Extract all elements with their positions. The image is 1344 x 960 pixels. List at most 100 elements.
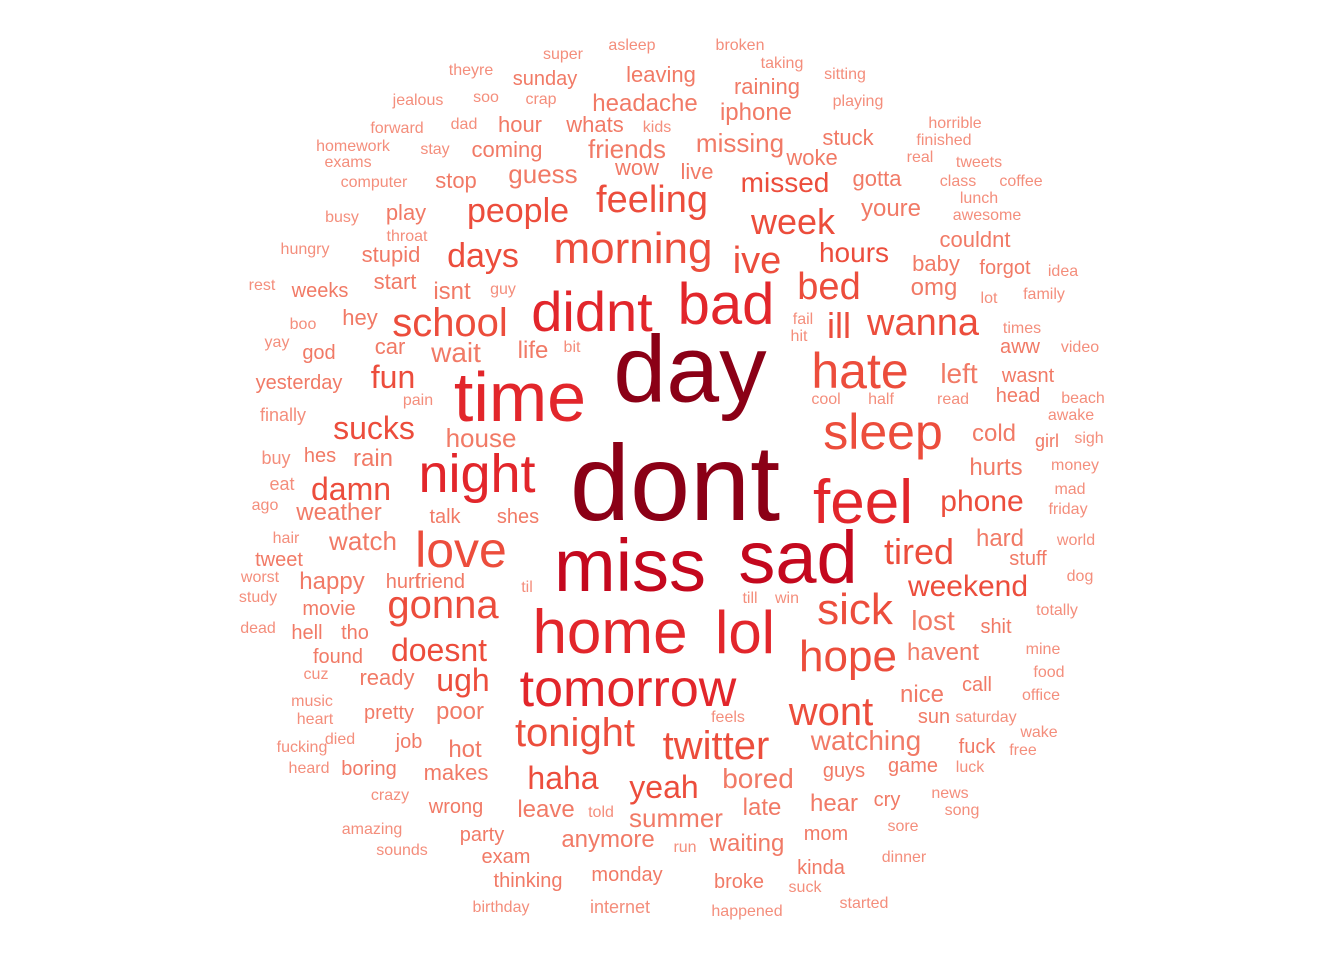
cloud-word: hope bbox=[799, 632, 897, 681]
cloud-word: taking bbox=[760, 55, 804, 72]
cloud-word: yesterday bbox=[255, 372, 343, 394]
cloud-word: hair bbox=[272, 530, 300, 547]
cloud-word: left bbox=[940, 358, 978, 389]
cloud-word: iphone bbox=[719, 99, 793, 126]
cloud-word: sounds bbox=[376, 842, 428, 859]
cloud-word: jealous bbox=[392, 92, 444, 109]
cloud-word: birthday bbox=[472, 899, 530, 916]
cloud-word: life bbox=[517, 337, 549, 364]
cloud-word: play bbox=[385, 200, 427, 225]
cloud-word: doesnt bbox=[390, 632, 488, 668]
cloud-word: feel bbox=[813, 468, 913, 537]
cloud-word: ago bbox=[251, 497, 279, 514]
cloud-word: night bbox=[418, 444, 536, 504]
cloud-word: sitting bbox=[824, 66, 866, 83]
cloud-word: homework bbox=[316, 138, 390, 155]
cloud-word: cold bbox=[971, 420, 1017, 447]
cloud-word: friend bbox=[414, 571, 466, 593]
cloud-word: weather bbox=[296, 499, 382, 526]
cloud-word: bad bbox=[677, 272, 775, 337]
cloud-word: lost bbox=[911, 605, 955, 636]
cloud-word: call bbox=[961, 674, 993, 696]
cloud-word: sore bbox=[887, 818, 919, 835]
cloud-word: leaving bbox=[626, 62, 696, 87]
cloud-word: coming bbox=[471, 137, 543, 162]
cloud-word: didnt bbox=[531, 280, 653, 343]
cloud-word: job bbox=[395, 731, 423, 753]
cloud-word: friends bbox=[587, 134, 667, 164]
cloud-word: forward bbox=[370, 120, 424, 137]
cloud-word: money bbox=[1050, 457, 1100, 474]
cloud-word: hey bbox=[342, 305, 378, 330]
cloud-word: head bbox=[995, 385, 1041, 407]
cloud-word: guess bbox=[508, 159, 578, 189]
cloud-word: computer bbox=[340, 174, 408, 191]
cloud-word: sleep bbox=[823, 404, 943, 460]
cloud-word: morning bbox=[553, 224, 713, 273]
cloud-word: told bbox=[588, 804, 614, 821]
cloud-word: raining bbox=[733, 74, 801, 99]
cloud-word: till bbox=[742, 590, 758, 607]
cloud-word: heard bbox=[288, 760, 330, 777]
cloud-word: shit bbox=[980, 616, 1012, 638]
cloud-word: world bbox=[1056, 532, 1096, 549]
cloud-word: party bbox=[459, 824, 505, 846]
cloud-word: sad bbox=[738, 516, 858, 599]
cloud-word: finally bbox=[259, 405, 307, 425]
cloud-word: school bbox=[392, 301, 508, 345]
cloud-word: cool bbox=[811, 391, 841, 408]
cloud-word: heart bbox=[296, 711, 334, 728]
cloud-word: rain bbox=[352, 445, 394, 472]
cloud-word: times bbox=[1002, 320, 1042, 337]
cloud-word: fucking bbox=[276, 739, 328, 756]
cloud-word: theyre bbox=[448, 62, 494, 79]
cloud-word: cuz bbox=[303, 666, 329, 683]
cloud-word: boring bbox=[341, 758, 397, 780]
cloud-word: bed bbox=[797, 266, 861, 308]
cloud-word: thinking bbox=[493, 870, 563, 892]
cloud-word: tho bbox=[341, 622, 369, 644]
cloud-word: leave bbox=[517, 796, 575, 823]
cloud-word: late bbox=[742, 794, 782, 821]
cloud-word: bit bbox=[563, 339, 581, 356]
cloud-word: wasnt bbox=[1001, 365, 1055, 387]
cloud-word: love bbox=[415, 522, 507, 578]
cloud-word: haha bbox=[527, 760, 599, 796]
cloud-word: ill bbox=[827, 305, 851, 346]
cloud-word: mad bbox=[1054, 481, 1086, 498]
cloud-word: guys bbox=[822, 760, 866, 782]
cloud-word: exam bbox=[481, 846, 531, 868]
cloud-word: idea bbox=[1047, 263, 1079, 280]
cloud-word: car bbox=[374, 334, 406, 359]
cloud-word: stuck bbox=[822, 125, 874, 150]
cloud-word: suck bbox=[788, 879, 822, 896]
cloud-word: dad bbox=[450, 116, 478, 133]
cloud-word: totally bbox=[1036, 602, 1078, 619]
cloud-word: movie bbox=[302, 598, 356, 620]
cloud-word: buy bbox=[261, 448, 291, 468]
cloud-word: lunch bbox=[959, 190, 999, 207]
cloud-word: home bbox=[532, 598, 688, 667]
cloud-word: hes bbox=[303, 445, 337, 467]
cloud-word: crap bbox=[525, 91, 557, 108]
cloud-word: anymore bbox=[561, 826, 655, 853]
cloud-word: sucks bbox=[333, 410, 415, 446]
cloud-word: gotta bbox=[852, 166, 902, 191]
cloud-word: hate bbox=[811, 343, 909, 399]
cloud-word: hit bbox=[790, 328, 808, 345]
cloud-word: missed bbox=[740, 167, 830, 198]
cloud-word: fun bbox=[370, 359, 416, 395]
cloud-word: days bbox=[447, 237, 519, 275]
cloud-word: feels bbox=[711, 709, 745, 726]
cloud-word: wow bbox=[614, 155, 660, 180]
cloud-word: wont bbox=[788, 690, 874, 734]
cloud-word: coffee bbox=[999, 173, 1043, 190]
cloud-word: cry bbox=[873, 789, 901, 811]
cloud-word: hell bbox=[291, 622, 323, 644]
cloud-word: live bbox=[680, 159, 714, 184]
cloud-word: god bbox=[302, 342, 336, 364]
cloud-word: poor bbox=[435, 698, 485, 725]
cloud-word: hours bbox=[818, 237, 890, 268]
cloud-word: mom bbox=[803, 823, 849, 845]
cloud-word: stuff bbox=[1009, 548, 1047, 570]
